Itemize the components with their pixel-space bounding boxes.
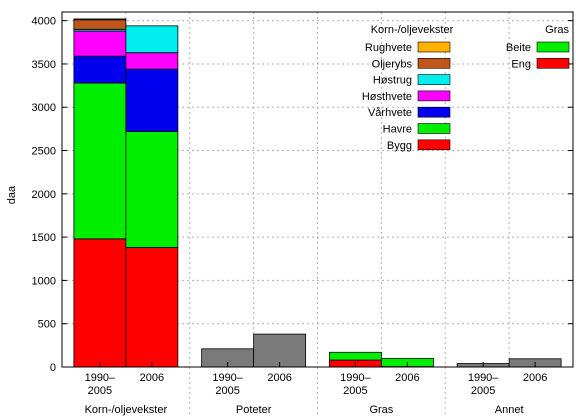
y-tick-label: 3000 (32, 102, 56, 114)
x-tick-label: 2006 (395, 372, 419, 384)
y-tick-label: 0 (50, 362, 56, 374)
legend-swatch-beite (536, 41, 570, 53)
bar-segment-bygg (73, 238, 127, 368)
bar-segment-oljerybs (73, 19, 127, 30)
bar-segment-rughvete (73, 18, 127, 21)
bar-segment-havre (73, 82, 127, 240)
legend-label-oljerybs: Oljerybs (372, 58, 413, 70)
x-tick-label: 2005 (343, 385, 367, 397)
group-label-poteter: Poteter (236, 404, 272, 416)
bar-segment-høsthvete (73, 30, 127, 57)
legend-label-vårhvete: Vårhvete (368, 107, 412, 119)
legend-label-høsthvete: Høsthvete (362, 91, 412, 103)
y-tick-label: 2000 (32, 189, 56, 201)
x-tick-label: 1990– (468, 372, 499, 384)
y-axis-label: daa (6, 185, 18, 204)
legend-title-gras: Gras (545, 24, 569, 36)
bar-segment-høstrug (125, 25, 179, 54)
legend-label-rughvete: Rughvete (365, 42, 412, 54)
y-tick-label: 1500 (32, 232, 56, 244)
legend-swatch-oljerybs (417, 57, 451, 69)
x-tick-label: 1990– (212, 372, 243, 384)
bar-segment-høsthvete (125, 52, 179, 70)
bar-segment-vårhvete (73, 55, 127, 84)
y-tick-label: 500 (38, 319, 56, 331)
legend-label-bygg: Bygg (387, 140, 412, 152)
legend-title-korn-oljevekster: Korn-/oljevekster (371, 24, 454, 36)
y-tick-label: 2500 (32, 146, 56, 158)
group-label-annet: Annet (495, 404, 524, 416)
y-tick-label: 4000 (32, 16, 56, 28)
x-tick-label: 2006 (140, 372, 164, 384)
legend-swatch-høstrug (417, 74, 451, 85)
x-tick-label: 2005 (471, 385, 495, 397)
x-tick-label: 2006 (523, 372, 547, 384)
group-label-gras: Gras (369, 404, 393, 416)
legend-swatch-rughvete (417, 41, 451, 53)
bar-segment-havre (125, 131, 179, 248)
legend-swatch-vårhvete (417, 106, 451, 118)
legend-label-høstrug: Høstrug (373, 75, 412, 87)
legend-swatch-eng (536, 57, 570, 69)
bar-segment-vårhvete (125, 68, 179, 132)
legend-label-eng: Eng (511, 58, 531, 70)
x-tick-label: 2005 (215, 385, 239, 397)
bar-segment-bygg (125, 247, 179, 368)
x-tick-label: 2005 (88, 385, 112, 397)
legend-swatch-havre (417, 123, 451, 134)
x-tick-label: 1990– (340, 372, 371, 384)
bar-segment-beite (328, 351, 382, 361)
legend-label-havre: Havre (383, 124, 412, 136)
y-tick-label: 1000 (32, 275, 56, 287)
x-tick-label: 2006 (267, 372, 291, 384)
legend-swatch-bygg (417, 139, 451, 151)
legend-swatch-høsthvete (417, 90, 451, 102)
y-tick-label: 3500 (32, 59, 56, 71)
plot-frame (61, 11, 574, 368)
group-label-korn-oljevekster: Korn-/oljevekster (85, 404, 168, 416)
legend-label-beite: Beite (506, 42, 531, 54)
x-tick-label: 1990– (85, 372, 116, 384)
